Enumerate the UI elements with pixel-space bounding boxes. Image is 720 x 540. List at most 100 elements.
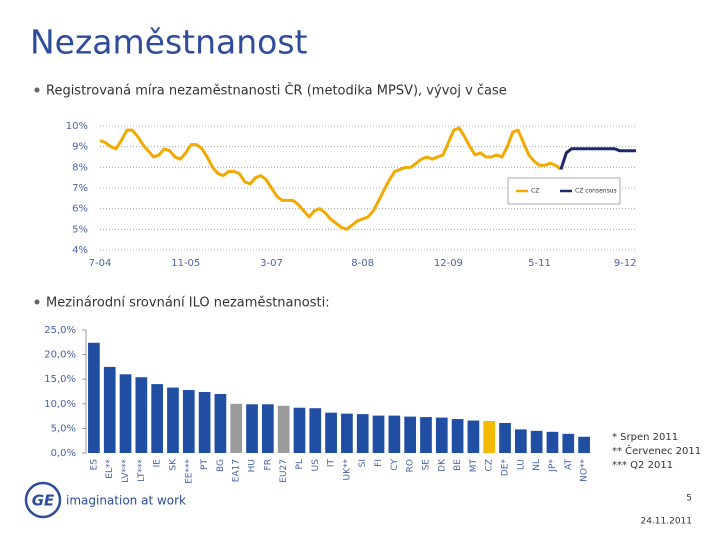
legend-label: CZ [531, 188, 539, 195]
x-tick-label: 7-04 [89, 258, 112, 269]
bar [451, 419, 464, 453]
x-tick-label: DE* [501, 459, 511, 477]
y-tick-label: 15,0% [44, 374, 76, 385]
bar [119, 374, 132, 453]
x-tick-label: SK [168, 458, 178, 471]
x-tick-label: DK [437, 458, 447, 472]
x-tick-label: HU [248, 459, 258, 472]
y-tick-label: 5,0% [51, 423, 76, 434]
y-tick-label: 8% [72, 162, 88, 173]
footnote: *** Q2 2011 [612, 460, 673, 471]
footnote: * Srpen 2011 [612, 432, 678, 443]
x-tick-label: CY [390, 458, 400, 470]
x-tick-label: CZ [485, 459, 495, 471]
bar [293, 407, 306, 453]
bar [372, 415, 385, 453]
x-tick-label: EA17 [232, 459, 242, 482]
footnote: ** Červenec 2011 [612, 444, 701, 457]
x-tick-label: US [311, 459, 321, 472]
bar [499, 422, 511, 453]
bar [214, 393, 227, 453]
bullet-text: Mezinárodní srovnání ILO nezaměstnanosti… [46, 296, 330, 311]
bar [103, 366, 116, 453]
bar [420, 417, 432, 453]
x-tick-label: 3-07 [260, 258, 283, 269]
bar [483, 421, 496, 453]
x-tick-label: NL [532, 459, 542, 471]
y-tick-label: 0,0% [51, 448, 76, 459]
x-tick-label: PT [200, 459, 210, 470]
y-tick-label: 10,0% [44, 399, 76, 410]
x-tick-label: EL** [105, 459, 115, 479]
x-tick-label: IE [153, 459, 163, 468]
y-tick-label: 10% [66, 121, 88, 132]
x-tick-label: LV*** [121, 459, 131, 483]
x-tick-label: EU27 [279, 459, 289, 483]
x-tick-label: UK** [342, 459, 352, 481]
x-tick-label: BE [453, 459, 463, 471]
y-tick-label: 7% [72, 183, 88, 194]
bar [261, 404, 274, 453]
x-tick-label: NO** [580, 459, 590, 482]
x-tick-label: PL [295, 459, 305, 469]
bar [182, 390, 195, 453]
bar [151, 384, 164, 453]
bullet-dot [34, 299, 40, 305]
bar [88, 342, 100, 453]
x-tick-label: 5-11 [528, 258, 551, 269]
x-tick-label: JP* [548, 459, 558, 473]
x-tick-label: FR [263, 459, 273, 470]
x-tick-label: 12-09 [434, 258, 463, 269]
slide-title: Nezaměstnanost [30, 23, 308, 62]
y-tick-label: 20,0% [44, 350, 76, 361]
bar [246, 404, 258, 453]
bar [578, 436, 590, 453]
bar [230, 403, 243, 453]
x-tick-label: 11-05 [171, 258, 200, 269]
y-tick-label: 25,0% [44, 325, 76, 336]
bar [309, 408, 322, 453]
x-tick-label: RO [406, 459, 416, 472]
y-tick-label: 9% [72, 142, 88, 153]
bar [167, 387, 179, 453]
x-tick-label: EE*** [184, 459, 194, 484]
bar [135, 377, 148, 453]
bar [404, 416, 417, 453]
page-number: 5 [686, 494, 692, 504]
bar [325, 412, 337, 453]
bar [435, 417, 448, 453]
line-series [559, 147, 636, 170]
bar [514, 429, 527, 453]
x-tick-label: LT*** [137, 459, 147, 482]
y-tick-label: 6% [72, 204, 88, 215]
bar [530, 430, 543, 453]
y-tick-label: 4% [72, 245, 88, 256]
x-tick-label: IT [327, 459, 337, 468]
bullet-text: Registrovaná míra nezaměstnanosti ČR (me… [46, 83, 507, 99]
x-tick-label: BG [216, 459, 226, 472]
x-tick-label: AT [564, 459, 574, 470]
bar [562, 433, 575, 453]
x-tick-label: 9-12 [614, 258, 637, 269]
y-tick-label: 5% [72, 224, 88, 235]
x-tick-label: LU [516, 459, 526, 470]
line-series [99, 126, 562, 231]
tagline: imagination at work [66, 494, 186, 508]
logo: GE [32, 492, 55, 510]
bar [277, 405, 290, 453]
x-tick-label: SE [421, 459, 431, 471]
x-tick-label: SI [358, 459, 368, 467]
x-tick-label: ES [89, 459, 99, 471]
bar [546, 431, 559, 453]
bar [341, 413, 353, 453]
legend-label: CZ consensus [575, 188, 617, 195]
bullet-dot [34, 87, 40, 93]
logo-ring [24, 481, 62, 519]
date: 24.11.2011 [640, 517, 692, 527]
bar [388, 415, 401, 453]
x-tick-label: MT [469, 459, 479, 473]
bar [467, 420, 480, 453]
bar [356, 414, 369, 453]
bar [198, 391, 211, 453]
